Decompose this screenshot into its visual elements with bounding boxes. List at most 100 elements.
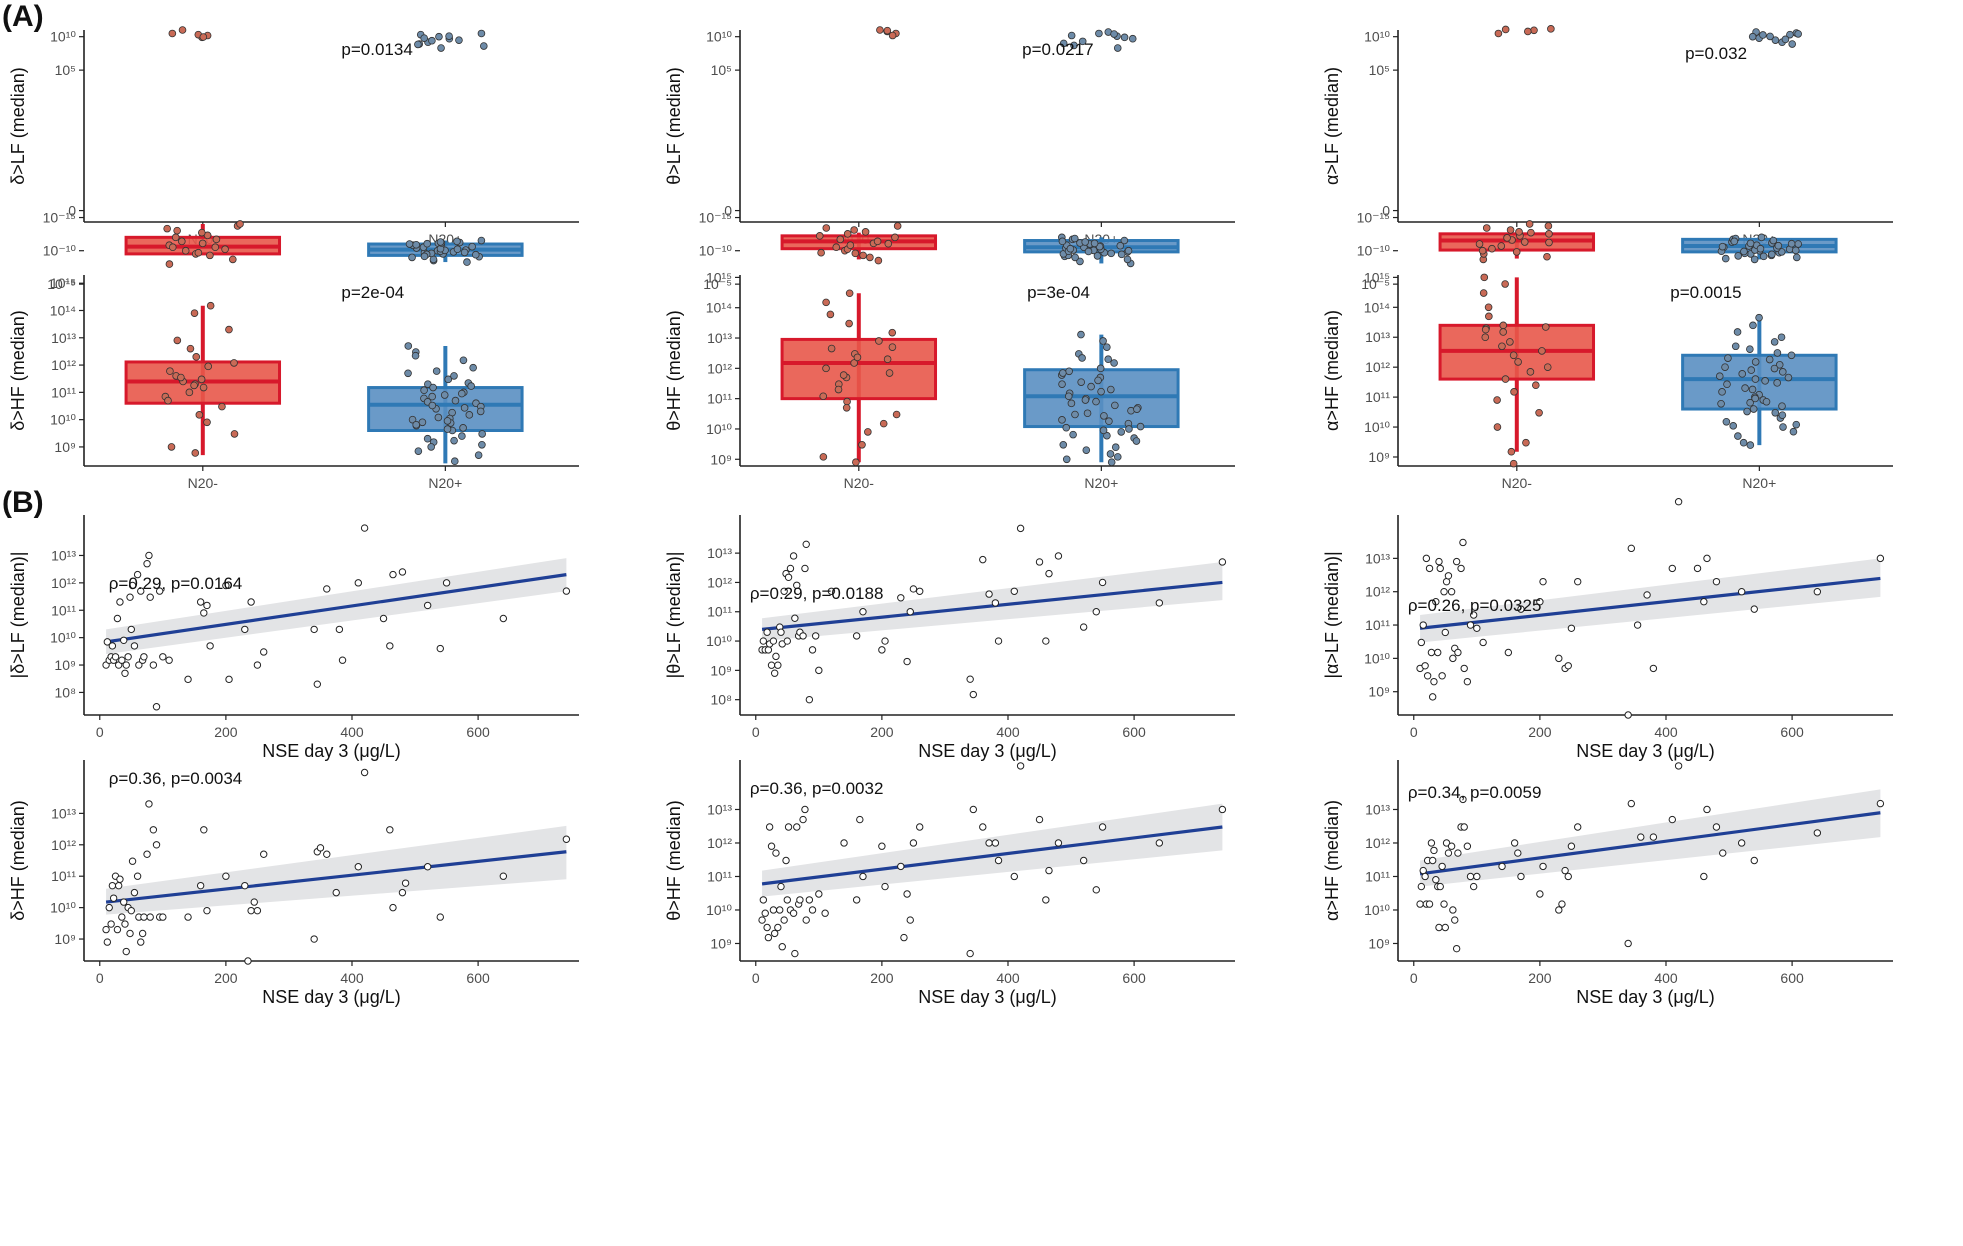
- y-tick-label: 10⁹: [710, 935, 732, 951]
- data-point: [1514, 849, 1522, 857]
- data-point: [206, 251, 214, 260]
- data-point: [191, 449, 200, 457]
- data-point: [1451, 916, 1459, 924]
- data-point: [1441, 923, 1449, 932]
- data-point: [994, 856, 1003, 865]
- data-point: [859, 251, 867, 260]
- data-point: [260, 648, 268, 656]
- data-point: [802, 916, 810, 924]
- data-point: [805, 695, 814, 704]
- data-point: [1419, 621, 1427, 629]
- data-point: [897, 594, 905, 602]
- data-point: [253, 661, 262, 669]
- data-point: [1536, 890, 1544, 898]
- data-point: [1099, 426, 1108, 435]
- data-point: [802, 540, 810, 549]
- data-point: [412, 420, 420, 429]
- data-point: [113, 614, 122, 623]
- data-point: [1438, 672, 1446, 680]
- data-point: [1117, 428, 1126, 436]
- data-point: [1417, 882, 1426, 891]
- y-tick-label: 10⁹: [54, 657, 76, 673]
- data-point: [852, 632, 861, 640]
- data-point: [133, 570, 142, 579]
- data-point: [453, 245, 462, 254]
- data-point: [780, 916, 788, 924]
- data-point: [398, 568, 407, 576]
- data-point: [1526, 368, 1535, 376]
- data-point: [784, 823, 793, 831]
- data-point: [1544, 222, 1553, 230]
- data-point: [186, 344, 195, 353]
- data-point: [225, 325, 233, 334]
- data-point: [423, 239, 431, 248]
- data-point: [135, 661, 143, 669]
- y-tick-label: 10¹¹: [707, 604, 732, 620]
- x-tick-label: N20-: [1502, 475, 1533, 491]
- chart-B5: 10⁹ 10¹⁰ 10¹¹ 10¹² 10¹³ θ>HF (median) 0 200 400 6…: [664, 760, 1235, 1007]
- y-tick-label: 10¹⁰: [50, 29, 76, 45]
- data-point: [808, 646, 817, 654]
- data-point: [799, 815, 807, 824]
- y-tick-label: 10¹⁰: [1364, 650, 1390, 666]
- data-point: [310, 935, 318, 943]
- data-point: [1016, 762, 1025, 770]
- data-point: [499, 614, 508, 623]
- data-point: [1757, 233, 1766, 242]
- data-point: [819, 392, 828, 401]
- data-point: [140, 913, 148, 921]
- x-tick-label: 200: [1528, 970, 1552, 986]
- data-point: [1218, 558, 1227, 566]
- data-point: [1460, 664, 1468, 673]
- data-point: [850, 226, 858, 234]
- data-point: [122, 947, 130, 956]
- y-tick-label: 10¹⁴: [1364, 299, 1390, 315]
- data-point: [250, 898, 258, 906]
- data-point: [111, 653, 120, 661]
- y-tick-label: 10⁵: [711, 62, 732, 78]
- data-point: [1734, 252, 1742, 260]
- data-point: [856, 815, 864, 824]
- data-point: [1066, 244, 1075, 253]
- data-point: [178, 237, 186, 246]
- y-tick-label: 10⁹: [1368, 684, 1390, 700]
- x-tick-label: 600: [1780, 724, 1804, 740]
- data-point: [1485, 312, 1493, 321]
- data-point: [1738, 370, 1747, 378]
- data-point: [102, 925, 110, 934]
- data-point: [858, 441, 866, 449]
- data-point: [821, 909, 829, 917]
- data-point: [789, 909, 798, 917]
- data-point: [759, 896, 768, 904]
- data-point: [966, 675, 974, 683]
- data-point: [471, 250, 480, 259]
- y-tick-label: 10⁻¹⁰: [43, 243, 77, 259]
- data-point: [888, 328, 897, 337]
- data-point: [455, 36, 463, 44]
- data-point: [1083, 409, 1092, 418]
- data-point: [199, 33, 208, 41]
- y-tick-label: 10¹³: [707, 330, 732, 346]
- y-tick-label: 10¹¹: [1365, 389, 1390, 405]
- data-point: [1503, 234, 1511, 242]
- data-point: [817, 248, 825, 257]
- data-point: [1779, 423, 1787, 431]
- data-point: [1099, 337, 1107, 345]
- data-point: [1746, 441, 1755, 449]
- data-point: [783, 637, 791, 645]
- data-point: [1071, 410, 1079, 419]
- data-point: [184, 675, 192, 684]
- data-point: [1113, 453, 1122, 461]
- y-tick-label: 10¹²: [707, 574, 732, 590]
- data-point: [103, 938, 112, 946]
- y-tick-label: 10¹⁰: [706, 29, 732, 45]
- data-point: [1775, 361, 1784, 369]
- data-point: [120, 898, 128, 906]
- data-point: [1768, 250, 1776, 259]
- data-point: [799, 632, 807, 640]
- y-tick-label: 10⁻¹⁵: [699, 210, 732, 226]
- data-point: [842, 403, 851, 412]
- x-tick-label: 0: [1410, 970, 1418, 986]
- x-tick-label: N20-: [844, 475, 875, 491]
- data-point: [203, 601, 211, 610]
